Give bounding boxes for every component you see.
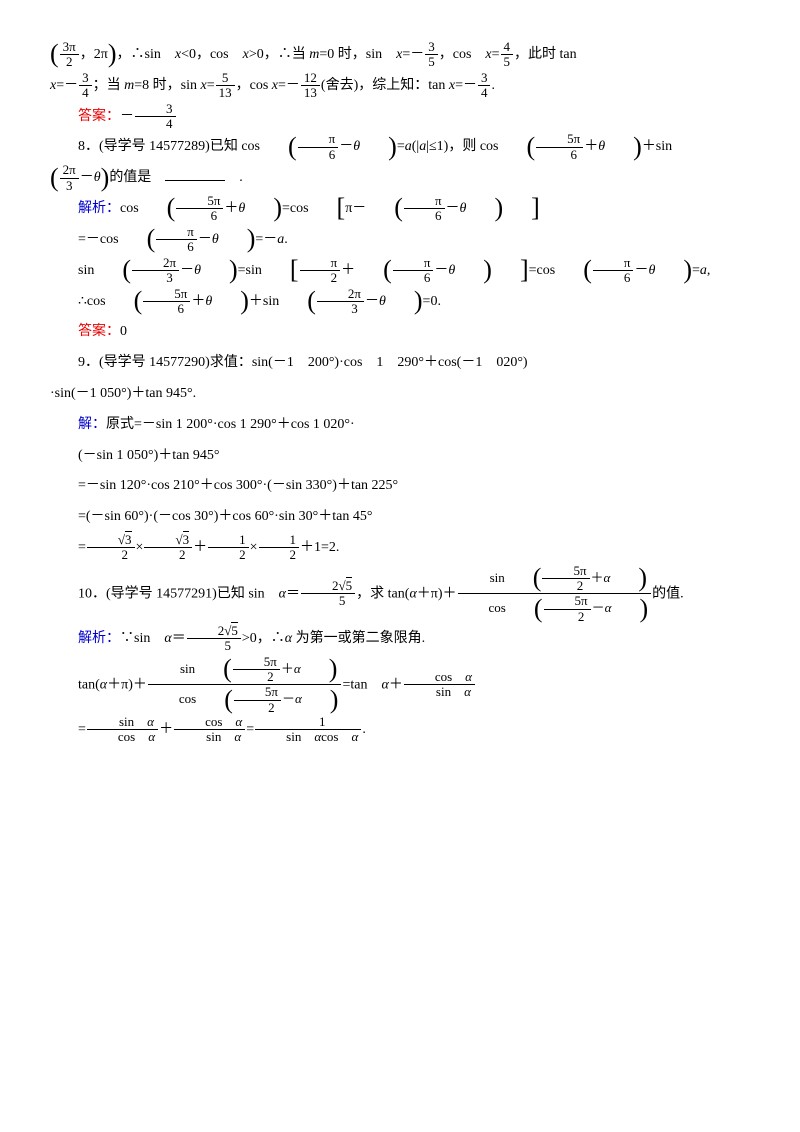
frac-1-2a: 12 <box>208 533 249 563</box>
frac-sqrt3-2b: √32 <box>144 533 192 563</box>
lparen: ( <box>50 44 59 65</box>
frac-cos-sin2: cos αsin α <box>174 715 245 745</box>
rparen: ) <box>108 44 117 65</box>
solution-8d: ∴cos(5π6＋θ)＋sin(2π3－θ)=0. <box>50 287 750 318</box>
frac-3-5: 35 <box>425 40 438 70</box>
solution-9e: =√32×√32＋12×12＋1=2. <box>50 533 750 564</box>
frac-sin-cos: sin αcos α <box>87 715 158 745</box>
solution-9c: =－sin 120°·cos 210°＋cos 300°·(－sin 330°)… <box>50 471 750 502</box>
frac-2sqrt5-5: 2√55 <box>301 579 355 609</box>
question-10: 10．(导学号 14577291)已知 sin α＝2√55，求 tan(α＋π… <box>50 564 750 624</box>
frac-2sqrt5-5b: 2√55 <box>187 624 241 654</box>
frac-5-13: 513 <box>216 71 235 101</box>
question-9b: ·sin(－1 050°)＋tan 945°. <box>50 379 750 410</box>
frac-sqrt3-2a: √32 <box>87 533 135 563</box>
question-8: 8．(导学号 14577289)已知 cos(π6－θ)=a(|a|≤1)，则 … <box>50 132 750 163</box>
solution-label: 解析： <box>78 201 120 216</box>
frac-3pi-2: 3π2 <box>60 40 79 70</box>
solution-9b: (－sin 1 050°)＋tan 945° <box>50 441 750 472</box>
frac-5pi-6: 5π6 <box>536 132 583 162</box>
solution-8b: =－cos(π6－θ)=－a. <box>50 225 750 256</box>
para-2: x=－34；当 m=8 时，sin x=513，cos x=－1213(舍去)，… <box>50 71 750 102</box>
answer-label: 答案： <box>78 109 120 124</box>
solution-8a: 解析：cos(5π6＋θ)=cos[π－(π6－θ)] <box>50 194 750 225</box>
solution-label: 解析： <box>78 631 120 646</box>
frac-12-13: 1213 <box>301 71 320 101</box>
answer-label: 答案： <box>78 324 120 339</box>
blank-input[interactable] <box>165 166 225 181</box>
answer-1: 答案：－34 <box>50 102 750 133</box>
answer-8: 答案：0 <box>50 317 750 348</box>
frac-ans1: 34 <box>135 102 176 132</box>
solution-10a: 解析：∵sin α＝2√55>0，∴α 为第一或第二象限角. <box>50 624 750 655</box>
frac-pi-6: π6 <box>298 132 339 162</box>
solution-10b: tan(α＋π)＋sin(5π2＋α)cos(5π2－α)=tan α＋cos … <box>50 655 750 715</box>
frac-3-4b: 34 <box>478 71 491 101</box>
big-frac-sol10: sin(5π2＋α)cos(5π2－α) <box>148 655 342 715</box>
question-8b: (2π3－θ)的值是 . <box>50 163 750 194</box>
solution-9a: 解：原式=－sin 1 200°·cos 1 290°＋cos 1 020°· <box>50 410 750 441</box>
frac-2pi-3: 2π3 <box>60 163 79 193</box>
big-frac-q10: sin(5π2＋α)cos(5π2－α) <box>458 564 652 624</box>
para-1: (3π2，2π)，∴sin x<0，cos x>0，∴当 m=0 时，sin x… <box>50 40 750 71</box>
frac-1-2b: 12 <box>259 533 300 563</box>
solution-10c: =sin αcos α＋cos αsin α=1sin αcos α. <box>50 715 750 746</box>
frac-4-5: 45 <box>501 40 514 70</box>
solution-9d: =(－sin 60°)·(－cos 30°)＋cos 60°·sin 30°＋t… <box>50 502 750 533</box>
frac-cos-sin: cos αsin α <box>404 670 475 700</box>
solution-label: 解： <box>78 417 106 432</box>
solution-8c: sin(2π3－θ)=sin[π2＋(π6－θ)]=cos(π6－θ)=a, <box>50 256 750 287</box>
frac-3-4: 34 <box>79 71 92 101</box>
question-9: 9．(导学号 14577290)求值：sin(－1 200°)·cos 1 29… <box>50 348 750 379</box>
frac-1-sincos: 1sin αcos α <box>255 715 361 745</box>
